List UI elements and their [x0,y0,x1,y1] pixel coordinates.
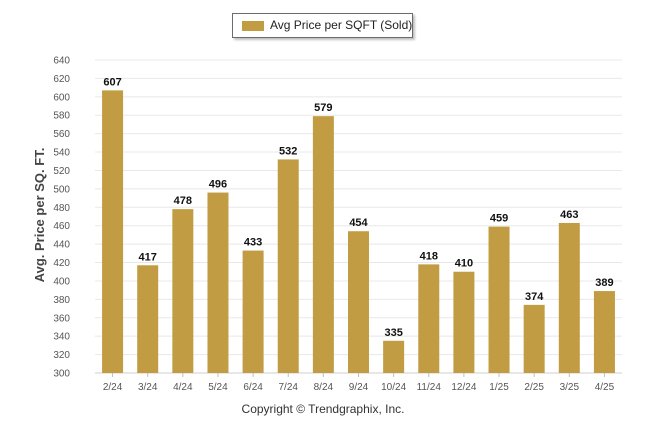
y-tick-label: 480 [53,203,70,214]
data-label: 418 [420,250,438,262]
data-label: 454 [349,217,368,229]
y-tick-label: 500 [53,184,70,195]
data-label: 607 [103,76,121,88]
y-axis-title: Avg. Price per SQ. FT. [32,148,47,283]
y-tick-label: 380 [53,295,70,306]
bar [172,209,194,373]
y-tick-label: 320 [53,350,70,361]
x-tick-label: 8/24 [314,382,334,393]
y-tick-label: 620 [53,74,70,85]
x-tick-label: 2/24 [103,382,123,393]
bar [418,264,440,373]
y-tick-label: 460 [53,221,70,232]
x-axis-ticks: 2/24 3/24 4/24 5/24 6/24 7/24 8/24 9/24 10/24 11/… [103,373,615,393]
legend: Avg Price per SQFT (Sold) [232,13,413,38]
x-tick-label: 12/24 [451,382,476,393]
y-tick-label: 300 [53,369,70,380]
bars [102,90,615,374]
bar [558,222,580,373]
bar [453,271,475,373]
y-tick-label: 600 [53,92,70,103]
bar [488,226,510,373]
data-label: 579 [314,102,332,114]
data-label: 410 [455,258,473,270]
y-tick-label: 640 [53,56,70,67]
data-label: 478 [174,195,192,207]
x-tick-label: 3/24 [138,382,158,393]
data-label: 417 [139,251,157,263]
bar [207,192,229,373]
bar [312,116,334,373]
bar [523,304,545,373]
y-tick-label: 560 [53,129,70,140]
data-label: 496 [209,179,227,191]
x-tick-label: 5/24 [208,382,228,393]
data-label: 532 [279,145,297,157]
x-tick-label: 4/25 [595,382,615,393]
y-tick-label: 400 [53,276,70,287]
data-label: 335 [384,327,402,339]
bar [383,340,405,373]
legend-swatch [242,21,264,31]
data-label: 389 [595,277,613,289]
data-label: 374 [525,291,544,303]
y-tick-label: 340 [53,332,70,343]
y-axis-ticks: 300 320 340 360 380 400 420 440 460 480 500 520 540 5… [53,56,70,380]
y-tick-label: 420 [53,258,70,269]
y-tick-label: 580 [53,111,70,122]
data-label: 459 [490,213,508,225]
y-tick-label: 440 [53,240,70,251]
bar [277,159,299,373]
y-tick-label: 520 [53,166,70,177]
x-tick-label: 11/24 [417,382,442,393]
x-tick-label: 4/24 [173,382,193,393]
x-tick-label: 7/24 [278,382,298,393]
bar [102,90,124,374]
x-tick-label: 2/25 [524,382,544,393]
bar [137,265,159,373]
x-tick-label: 10/24 [381,382,406,393]
data-label: 463 [560,209,578,221]
x-tick-label: 6/24 [243,382,263,393]
bar [348,231,369,373]
bar [593,291,615,373]
data-label: 433 [244,237,262,249]
x-tick-label: 9/24 [349,382,369,393]
copyright-footer: Copyright © Trendgraphix, Inc. [241,402,405,416]
x-tick-label: 3/25 [560,382,580,393]
x-tick-label: 1/25 [489,382,509,393]
y-tick-label: 540 [53,148,70,159]
data-labels: 607 417 478 496 433 532 579 454 335 418 410 459 374 4… [103,76,613,338]
legend-label: Avg Price per SQFT (Sold) [270,18,413,32]
y-tick-label: 360 [53,313,70,324]
bar [242,250,264,373]
